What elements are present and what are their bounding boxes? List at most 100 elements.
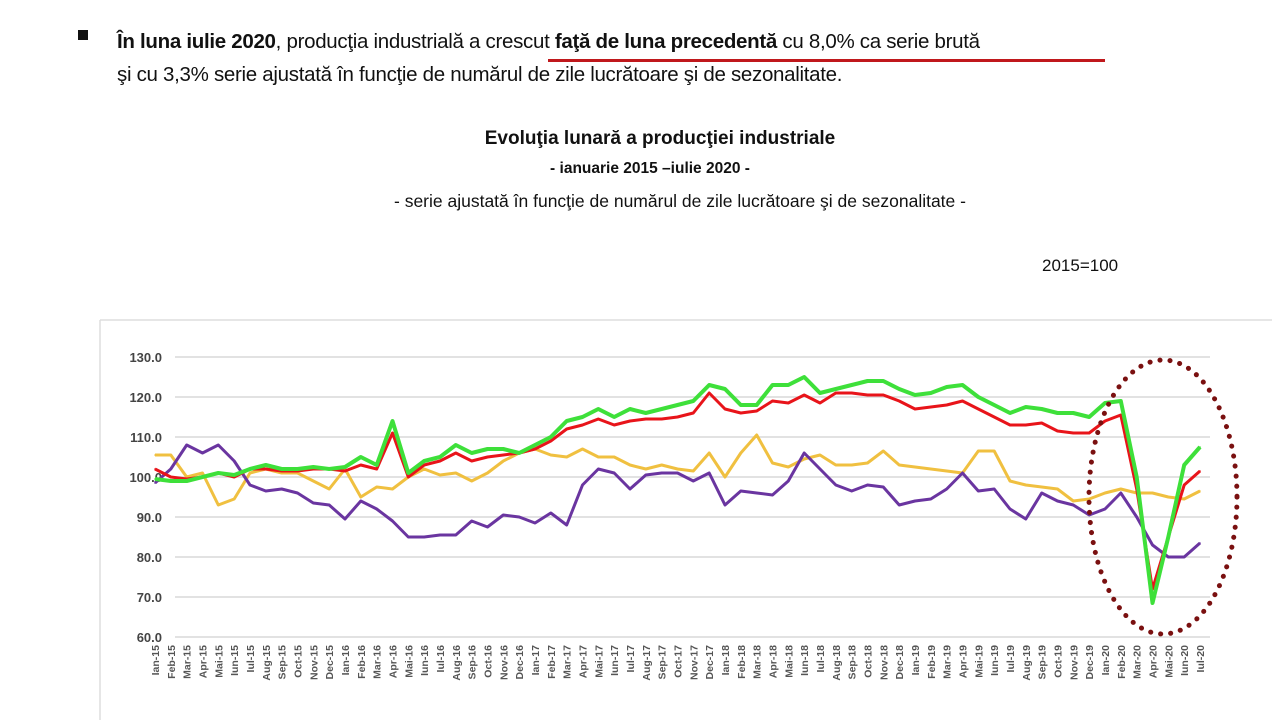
red-underline (548, 59, 1105, 62)
data-point (360, 464, 362, 466)
data-point (645, 418, 647, 420)
base-note: 2015=100 (1042, 256, 1119, 275)
data-point (423, 464, 425, 466)
data-point (407, 536, 410, 538)
x-tick-label: Mar-16 (372, 645, 384, 679)
data-point (597, 456, 600, 458)
data-point (803, 394, 805, 396)
data-point (1025, 406, 1027, 408)
x-tick-label: Apr-18 (768, 645, 780, 678)
data-point (945, 470, 948, 472)
data-point (692, 412, 695, 414)
data-point (502, 460, 505, 462)
x-tick-label: Feb-16 (356, 645, 368, 679)
data-point (961, 384, 964, 386)
data-point (1088, 432, 1090, 434)
data-point (1167, 496, 1170, 498)
data-point (629, 420, 631, 422)
data-point (1183, 556, 1185, 558)
data-point (265, 490, 267, 492)
data-point (866, 484, 869, 486)
data-point (1120, 400, 1122, 402)
data-point (201, 476, 204, 478)
data-point (439, 534, 441, 536)
data-point (819, 402, 821, 404)
data-point (1183, 498, 1185, 500)
data-point (328, 488, 330, 490)
data-point (360, 500, 362, 502)
data-point (835, 484, 837, 486)
data-point (755, 492, 758, 494)
data-point (185, 444, 188, 446)
data-point (740, 452, 742, 454)
data-point (676, 468, 679, 470)
data-point (914, 500, 916, 502)
data-point (550, 440, 552, 442)
data-point (1072, 500, 1075, 502)
data-point (629, 488, 631, 490)
data-point (866, 380, 869, 382)
x-tick-label: Ian-20 (1100, 645, 1112, 676)
data-point (154, 478, 156, 480)
x-tick-label: Iun-16 (419, 645, 431, 676)
data-point (470, 460, 473, 462)
data-point (360, 496, 362, 498)
x-tick-label: Apr-19 (958, 645, 970, 678)
data-point (470, 452, 473, 454)
data-point (502, 448, 505, 450)
data-point (930, 406, 932, 408)
data-point (1199, 490, 1201, 492)
x-tick-label: Mai-20 (1163, 645, 1175, 678)
data-point (1167, 556, 1170, 558)
data-point (534, 444, 536, 446)
data-point (771, 400, 774, 402)
x-tick-label: Mar-17 (562, 645, 574, 679)
x-tick-label: Mai-19 (973, 645, 985, 678)
x-tick-label: Nov-17 (688, 645, 700, 680)
summary-line-2: şi cu 3,3% serie ajustată în funcţie de … (117, 63, 843, 86)
data-point (470, 520, 473, 522)
summary-segment: În luna iulie 2020 (117, 30, 276, 53)
data-point (645, 474, 647, 476)
data-point (280, 468, 283, 470)
data-point (550, 512, 552, 514)
data-point (787, 402, 790, 404)
chart-title: Evoluţia lunară a producţiei industriale (484, 128, 836, 149)
data-point (201, 472, 204, 474)
x-tick-label: Mar-15 (182, 645, 194, 679)
data-point (1135, 476, 1138, 478)
data-point (518, 516, 520, 518)
data-point (755, 434, 758, 436)
data-point (486, 526, 489, 528)
data-point (755, 404, 758, 406)
data-point (344, 466, 346, 468)
x-tick-label: Sep-17 (657, 645, 669, 680)
data-point (724, 388, 726, 390)
data-point (645, 412, 647, 414)
data-point (312, 466, 315, 468)
data-point (882, 380, 885, 382)
data-point (486, 456, 489, 458)
x-tick-label: Apr-15 (198, 645, 210, 678)
data-point (1104, 402, 1106, 404)
data-point (1040, 492, 1043, 494)
y-tick-label: 60.0 (137, 630, 162, 645)
data-point (645, 468, 647, 470)
x-tick-label: Aug-15 (261, 645, 273, 681)
x-tick-label: Iul-18 (815, 645, 827, 673)
data-point (217, 504, 220, 506)
data-point (676, 472, 679, 474)
data-point (629, 408, 631, 410)
x-tick-label: Ian-15 (150, 645, 162, 676)
x-tick-label: Nov-19 (1068, 645, 1080, 680)
data-point (692, 400, 695, 402)
data-point (787, 384, 790, 386)
data-point (613, 416, 615, 418)
data-point (265, 468, 267, 470)
x-tick-label: Apr-17 (578, 645, 590, 678)
data-point (518, 452, 520, 454)
x-tick-label: Dec-19 (1084, 645, 1096, 680)
data-point (455, 452, 457, 454)
data-point (819, 468, 821, 470)
data-point (455, 444, 457, 446)
